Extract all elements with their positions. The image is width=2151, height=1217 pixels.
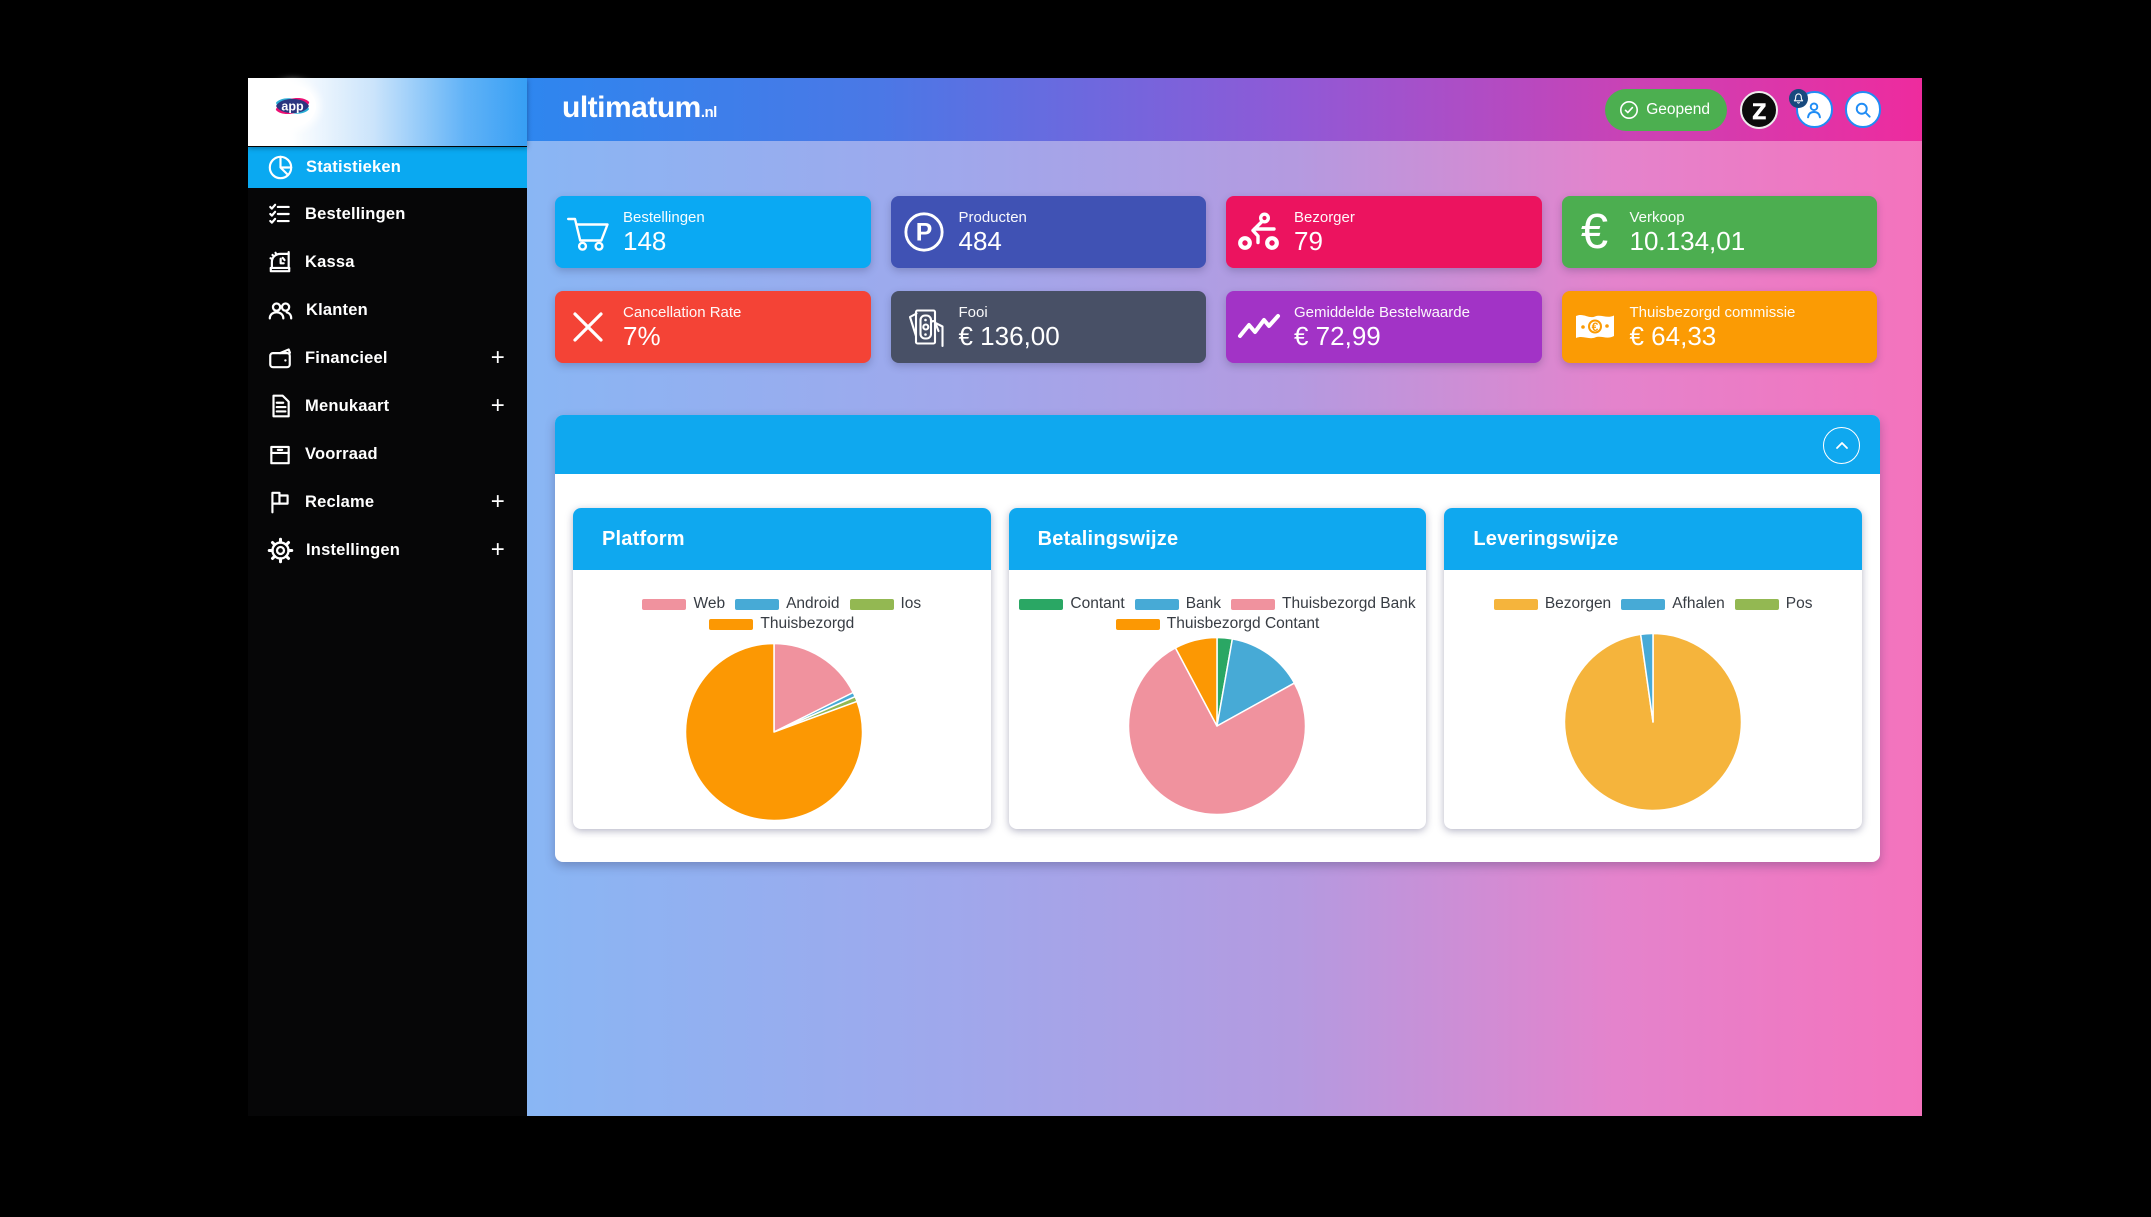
svg-text:€: € [1591,320,1598,334]
svg-text:P: P [915,220,932,247]
svg-text:app: app [281,100,304,114]
